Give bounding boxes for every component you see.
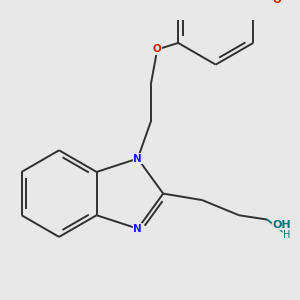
Text: O: O: [153, 44, 162, 54]
Text: H: H: [283, 230, 290, 240]
Text: O: O: [273, 0, 281, 5]
Text: N: N: [134, 154, 142, 164]
Text: N: N: [134, 224, 142, 234]
Text: OH: OH: [272, 220, 291, 230]
